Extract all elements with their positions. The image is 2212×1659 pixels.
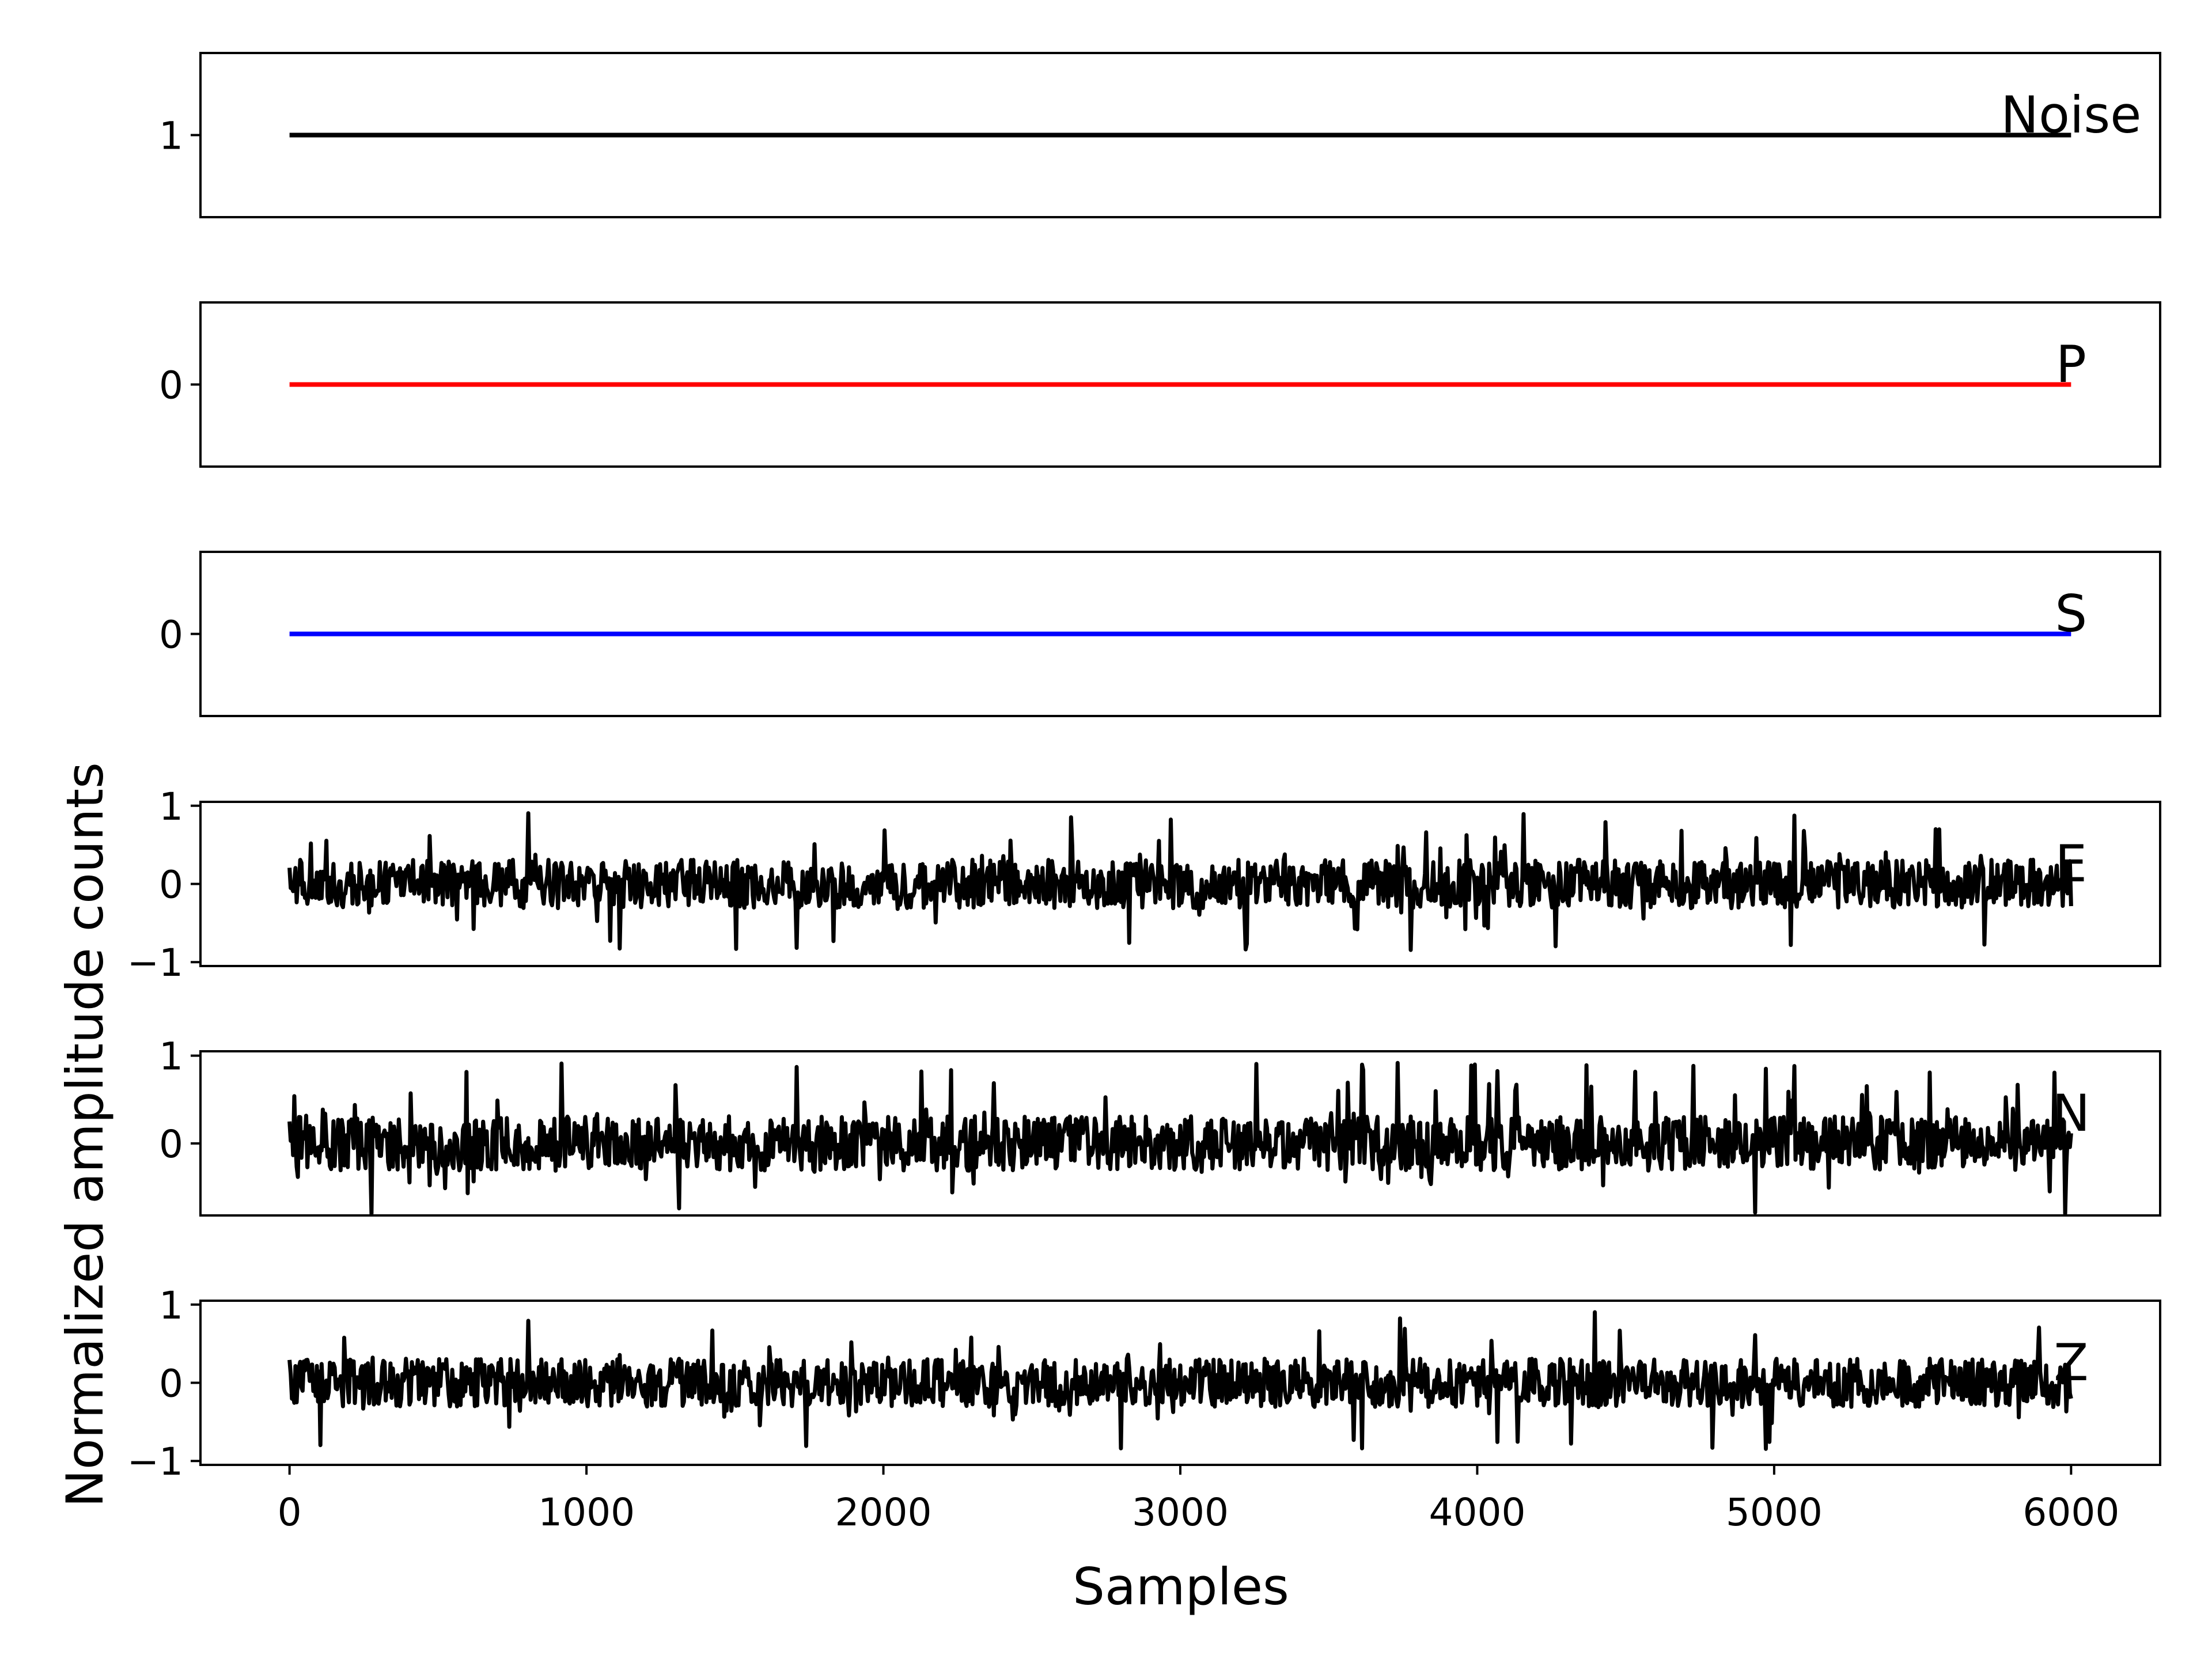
- panel-frame-n: [199, 1050, 2161, 1217]
- x-tick-label: 0: [278, 1490, 302, 1535]
- x-tick-label: 6000: [2022, 1490, 2119, 1535]
- y-tick-label-n: 1: [159, 1035, 183, 1079]
- series-line-e: [287, 811, 2073, 952]
- x-tick-label: 3000: [1132, 1490, 1229, 1535]
- panel-label-p: P: [2056, 335, 2086, 394]
- x-axis-label: Samples: [1073, 1557, 1289, 1616]
- x-tick-label: 5000: [1726, 1490, 1823, 1535]
- panel-label-s: S: [2055, 584, 2087, 643]
- series-line-z: [287, 1310, 2073, 1451]
- y-tick-label-noise: 1: [159, 114, 183, 158]
- x-tick-label: 2000: [835, 1490, 932, 1535]
- x-tick-label: 1000: [538, 1490, 635, 1535]
- x-tick-label: 4000: [1429, 1490, 1525, 1535]
- y-tick-label-z: 0: [159, 1362, 183, 1406]
- y-tick-label-e: 0: [159, 863, 183, 907]
- panel-label-z: Z: [2054, 1333, 2088, 1392]
- y-tick-label-z: 1: [159, 1283, 183, 1328]
- y-tick-label-n: 0: [159, 1122, 183, 1166]
- panel-label-n: N: [2052, 1084, 2090, 1143]
- panel-label-e: E: [2055, 834, 2088, 893]
- panel-label-noise: Noise: [2001, 85, 2141, 145]
- y-tick-label-p: 0: [159, 363, 183, 408]
- series-line-n: [287, 1060, 2073, 1216]
- panels-group: 1 Noise 0 P 0 S −1 0 1 E 0 1 N −1 0 1 Z 0 1000 2000 3000 4000…: [127, 52, 2161, 1535]
- y-tick-label-z: −1: [127, 1440, 183, 1484]
- y-tick-label-s: 0: [159, 613, 183, 657]
- y-axis-label: Normalized amplitude counts: [55, 762, 115, 1508]
- y-tick-label-e: 1: [159, 785, 183, 829]
- y-tick-label-e: −1: [127, 941, 183, 985]
